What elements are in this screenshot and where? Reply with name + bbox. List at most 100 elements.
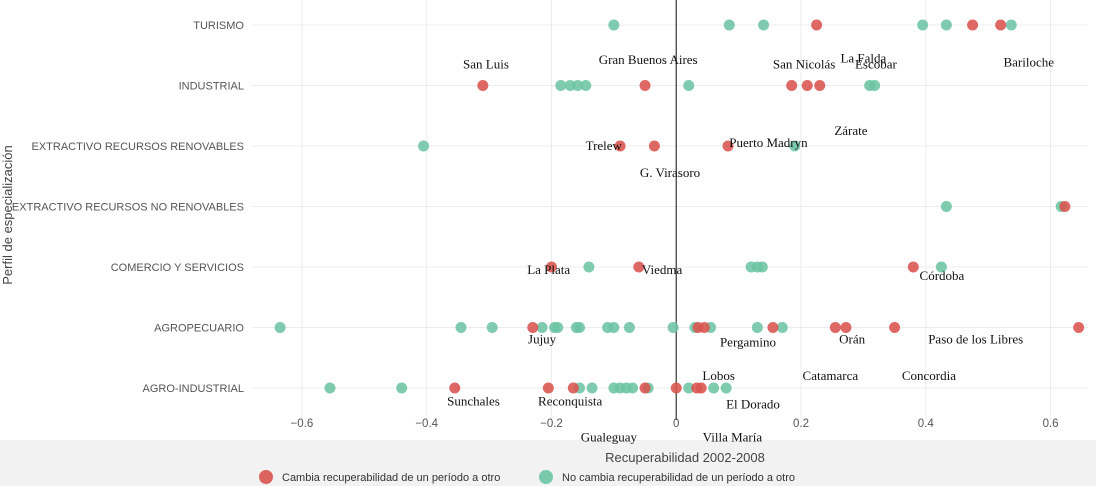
data-point-no-cambia[interactable] (396, 382, 408, 394)
data-point-no-cambia[interactable] (274, 322, 286, 333)
data-point-no-cambia[interactable] (586, 382, 598, 394)
data-point-cambia[interactable] (1073, 322, 1085, 333)
legend: Cambia recuperabilidad de un período a o… (259, 470, 795, 484)
data-point-no-cambia[interactable] (751, 322, 763, 333)
data-point-no-cambia[interactable] (572, 80, 584, 91)
annotation-label: Orán (839, 332, 865, 347)
annotation-label: Escobar (855, 56, 898, 71)
series-cambia (449, 19, 1085, 394)
data-point-no-cambia[interactable] (869, 80, 881, 91)
data-point-cambia[interactable] (633, 261, 645, 273)
annotation-label: Catamarca (803, 368, 859, 383)
annotation-label: Paso de los Libres (928, 332, 1023, 347)
data-point-cambia[interactable] (840, 322, 852, 333)
y-tick-label: COMERCIO Y SERVICIOS (111, 262, 244, 274)
x-tick-label: 0 (673, 418, 679, 430)
data-point-no-cambia[interactable] (455, 322, 467, 333)
data-point-no-cambia[interactable] (723, 19, 735, 31)
annotation-label: San Luis (463, 56, 509, 71)
data-point-cambia[interactable] (648, 140, 660, 152)
data-point-cambia[interactable] (801, 80, 813, 91)
data-point-cambia[interactable] (614, 140, 626, 152)
x-tick-labels: −0.6 −0.4 −0.2 0 0.2 0.4 0.6 (291, 418, 1059, 430)
x-tick-label: 0.2 (793, 418, 809, 430)
annotation-label: Trelew (586, 138, 623, 153)
x-tick-label: 0.6 (1043, 418, 1059, 430)
data-point-no-cambia[interactable] (486, 322, 498, 333)
data-point-cambia[interactable] (786, 80, 798, 91)
data-point-no-cambia[interactable] (608, 322, 620, 333)
data-point-cambia[interactable] (639, 382, 651, 394)
data-point-cambia[interactable] (814, 80, 826, 91)
data-point-no-cambia[interactable] (324, 382, 336, 394)
data-point-cambia[interactable] (811, 19, 823, 31)
data-point-cambia[interactable] (670, 382, 682, 394)
data-point-cambia[interactable] (527, 322, 539, 333)
data-point-no-cambia[interactable] (756, 261, 768, 273)
data-point-cambia[interactable] (722, 140, 734, 152)
data-point-cambia[interactable] (698, 322, 710, 333)
data-point-cambia[interactable] (542, 382, 554, 394)
annotation-label: Viedma (642, 262, 683, 277)
annotation-label: Pergamino (720, 335, 776, 350)
y-tick-label: AGROPECUARIO (154, 323, 244, 335)
data-point-no-cambia[interactable] (935, 261, 947, 273)
annotations: La Falda Bariloche San Luis Gran Buenos Air… (447, 50, 1054, 444)
annotation-label: G. Virasoro (640, 165, 700, 180)
data-point-no-cambia[interactable] (940, 201, 952, 212)
data-point-cambia[interactable] (695, 382, 707, 394)
data-point-cambia[interactable] (829, 322, 841, 333)
data-point-cambia[interactable] (907, 261, 919, 273)
data-point-cambia[interactable] (767, 322, 779, 333)
x-tick-label: −0.2 (540, 418, 563, 430)
annotation-label: Sunchales (447, 393, 500, 408)
data-point-cambia[interactable] (889, 322, 901, 333)
data-point-no-cambia[interactable] (536, 322, 548, 333)
data-point-no-cambia[interactable] (627, 382, 639, 394)
annotation-label: Jujuy (528, 332, 557, 347)
annotation-label: San Nicolás (773, 56, 835, 71)
data-point-no-cambia[interactable] (1005, 19, 1017, 31)
data-point-no-cambia[interactable] (418, 140, 430, 152)
annotation-label: La Falda (840, 50, 886, 65)
y-tick-labels: TURISMO INDUSTRIAL EXTRACTIVO RECURSOS REN… (12, 20, 245, 395)
data-point-no-cambia[interactable] (608, 19, 620, 31)
x-axis-title: Recuperabilidad 2002-2008 (605, 450, 765, 465)
data-point-cambia[interactable] (449, 382, 461, 394)
data-point-no-cambia[interactable] (574, 322, 586, 333)
annotation-label: Córdoba (920, 268, 965, 283)
data-point-no-cambia[interactable] (580, 80, 592, 91)
data-point-no-cambia[interactable] (683, 80, 695, 91)
annotation-label: Villa María (703, 430, 763, 445)
data-point-no-cambia[interactable] (720, 382, 732, 394)
data-point-no-cambia[interactable] (667, 322, 679, 333)
legend-label[interactable]: No cambia recuperabilidad de un período … (562, 472, 795, 484)
data-point-no-cambia[interactable] (789, 140, 801, 152)
data-point-cambia[interactable] (995, 19, 1007, 31)
data-point-no-cambia[interactable] (552, 322, 564, 333)
data-point-cambia[interactable] (545, 261, 557, 273)
legend-label[interactable]: Cambia recuperabilidad de un período a o… (282, 472, 500, 484)
annotation-label: Gran Buenos Aires (599, 52, 698, 67)
data-point-no-cambia[interactable] (917, 19, 929, 31)
y-tick-label: TURISMO (193, 20, 244, 32)
data-point-no-cambia[interactable] (583, 261, 595, 273)
data-point-no-cambia[interactable] (555, 80, 567, 91)
legend-marker-no-cambia[interactable] (539, 470, 553, 484)
data-point-no-cambia[interactable] (683, 382, 695, 394)
annotation-label: El Dorado (726, 396, 780, 411)
y-axis-title: Perfil de especialización (0, 145, 15, 284)
annotation-label: Zárate (834, 123, 867, 138)
data-point-cambia[interactable] (639, 80, 651, 91)
data-point-no-cambia[interactable] (940, 19, 952, 31)
data-point-no-cambia[interactable] (708, 382, 720, 394)
data-point-no-cambia[interactable] (758, 19, 770, 31)
data-point-no-cambia[interactable] (776, 322, 788, 333)
data-point-cambia[interactable] (967, 19, 979, 31)
legend-marker-cambia[interactable] (259, 470, 273, 484)
data-point-cambia[interactable] (567, 382, 579, 394)
data-point-no-cambia[interactable] (623, 322, 635, 333)
data-point-cambia[interactable] (477, 80, 489, 91)
data-point-cambia[interactable] (1059, 201, 1071, 212)
x-tick-label: 0.4 (918, 418, 935, 430)
